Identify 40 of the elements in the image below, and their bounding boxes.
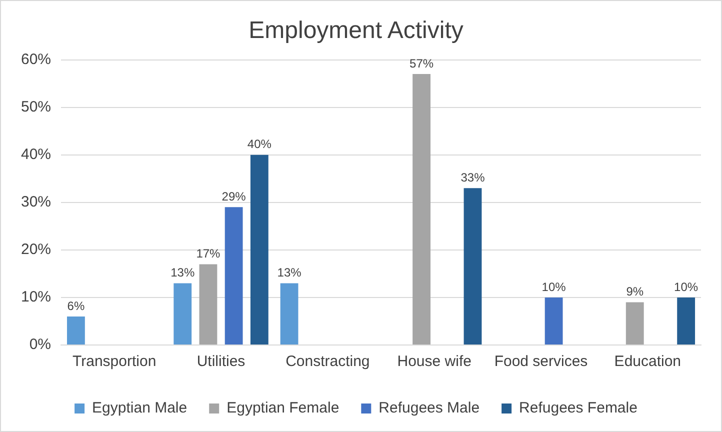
y-tick-label: 50% [20,98,52,116]
x-tick-label: Constracting [286,353,370,370]
bar [626,302,644,344]
data-label: 33% [460,170,486,184]
data-label: 57% [410,56,434,70]
data-label: 9% [626,284,644,299]
data-label: 6% [67,298,85,313]
bar [464,188,482,344]
bar [174,283,192,344]
bar [250,154,268,344]
bar [224,207,243,344]
y-tick-label: 20% [20,241,52,258]
legend-label: Egyptian Female [226,400,340,417]
bar [199,264,218,344]
y-tick-label: 10% [20,288,52,306]
legend-label: Refugees Male [378,400,480,417]
y-tick-label: 40% [20,146,52,164]
x-tick-label: House wife [397,353,472,370]
bar [66,316,85,344]
x-tick-label: Transportion [72,353,156,370]
data-label: 40% [247,137,272,152]
data-label: 29% [222,189,246,204]
data-label: 10% [542,280,566,294]
y-tick-label: 60% [20,50,52,68]
legend-label: Egyptian Male [92,400,188,417]
data-label: 17% [196,246,221,261]
bar [677,297,696,344]
data-label: 10% [674,280,698,294]
bar [412,74,431,344]
x-tick-label: Food services [494,353,588,370]
bar [280,283,298,344]
legend-label: Refugees Female [519,400,638,417]
y-tick-label: 0% [29,336,52,354]
bar [544,297,563,344]
x-tick-label: Education [614,353,682,370]
data-label: 13% [170,266,195,280]
y-tick-label: 30% [20,194,52,211]
chart-title: Employment Activity [248,17,464,44]
x-tick-label: Utilities [196,353,246,370]
data-label: 13% [277,266,302,280]
